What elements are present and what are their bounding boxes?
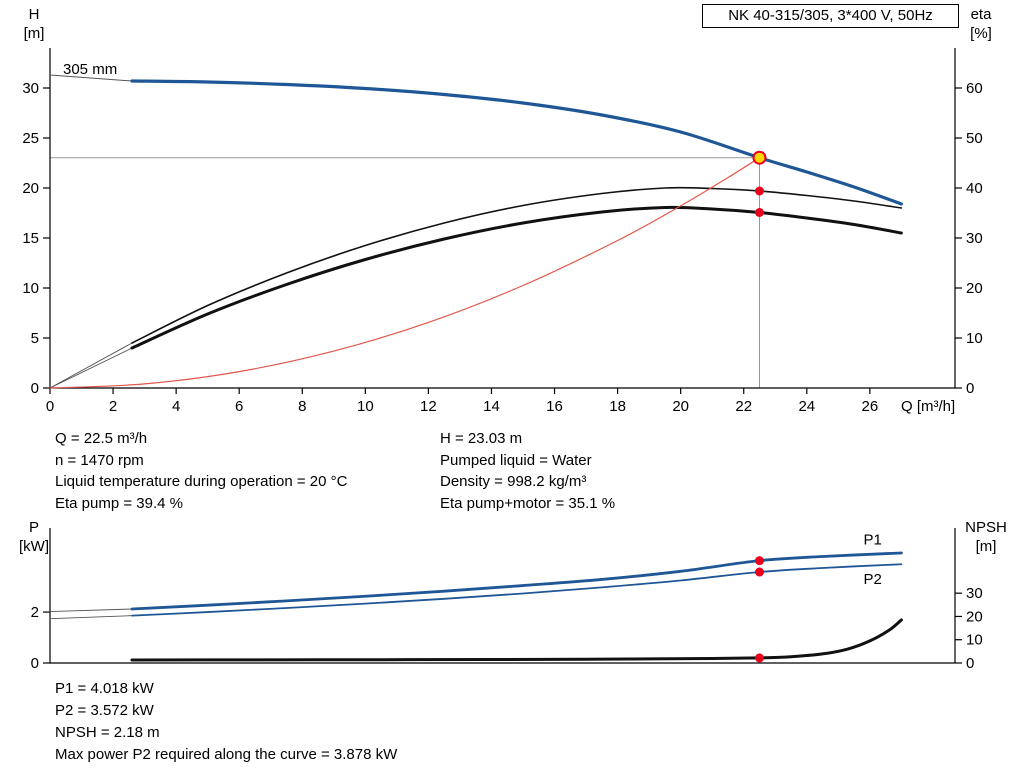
p1-curve — [130, 551, 903, 611]
y-left-tick-label: 5 — [31, 330, 39, 347]
duty-point[interactable] — [752, 150, 767, 165]
x-tick-label: 6 — [235, 398, 243, 415]
y-left-tick-label: 20 — [22, 180, 39, 197]
p-axis-title-symbol: P — [28, 519, 39, 536]
eta-pump-motor-curve — [130, 205, 903, 350]
y-left-tick-label: 0 — [31, 380, 39, 397]
eta-axis-title: eta [%] — [958, 5, 1004, 43]
p-axis-title-unit: [kW] — [19, 538, 49, 555]
info-head: H = 23.03 m — [440, 430, 523, 447]
npsh-axis-title-symbol: NPSH — [965, 519, 1007, 536]
eta-axis-title-symbol: eta — [970, 6, 992, 23]
npsh-point — [754, 653, 764, 663]
pump-designation-box: NK 40-315/305, 3*400 V, 50Hz — [702, 4, 959, 28]
info-eta-pump-motor: Eta pump+motor = 35.1 % — [440, 494, 616, 512]
info-flow: Q = 22.5 m³/h — [55, 430, 148, 447]
y-right-tick-label: 50 — [966, 130, 983, 147]
qh-curve-305mm — [130, 79, 903, 206]
y-left-tick-label: 2 — [31, 604, 39, 621]
p2-curve-extension — [49, 615, 133, 620]
info-npsh: NPSH = 2.18 m — [55, 724, 160, 741]
p-axis-title: P [kW] — [8, 518, 60, 556]
x-tick-label: 20 — [672, 398, 689, 415]
x-tick-label: 0 — [46, 398, 54, 415]
y-right-tick-label: 10 — [966, 330, 983, 347]
operating-point-info-right: H = 23.03 m Pumped liquid = Water Densit… — [440, 428, 615, 514]
info-p1: P1 = 4.018 kW — [55, 680, 154, 697]
x-tick-label: 4 — [172, 398, 180, 415]
power-npsh-info: P1 = 4.018 kW P2 = 3.572 kW NPSH = 2.18 … — [55, 678, 397, 766]
q-axis-title: Q [m³/h] — [901, 398, 956, 415]
y-right-tick-label: 20 — [966, 608, 983, 625]
p2-point — [754, 567, 764, 577]
p1-point — [754, 556, 764, 566]
info-speed: n = 1470 rpm — [55, 451, 144, 469]
y-left-tick-label: 15 — [22, 230, 39, 247]
y-right-tick-label: 40 — [966, 180, 983, 197]
npsh-axis-title-unit: [m] — [975, 538, 997, 555]
x-tick-label: 14 — [483, 398, 500, 415]
y-right-tick-label: 30 — [966, 585, 983, 602]
npsh-curve — [130, 618, 903, 662]
y-left-tick-label: 25 — [22, 130, 39, 147]
p1-curve-label: P1 — [864, 532, 882, 549]
h-axis-title-unit: [m] — [23, 25, 45, 42]
x-tick-label: 22 — [735, 398, 752, 415]
x-tick-label: 26 — [862, 398, 879, 415]
impeller-size-label: 305 mm — [63, 61, 118, 78]
x-tick-label: 8 — [298, 398, 306, 415]
x-tick-label: 2 — [109, 398, 117, 415]
h-axis-title-symbol: H — [28, 6, 40, 23]
y-right-tick-label: 10 — [966, 632, 983, 649]
eta-pump-motor-extension — [49, 347, 133, 389]
x-tick-label: 12 — [420, 398, 437, 415]
system-curve — [49, 157, 761, 389]
x-tick-label: 24 — [798, 398, 815, 415]
operating-point-info-left: Q = 22.5 m³/h n = 1470 rpm Liquid temper… — [55, 428, 347, 514]
info-eta-pump: Eta pump = 39.4 % — [55, 494, 183, 512]
info-pumped-liquid: Pumped liquid = Water — [440, 451, 592, 469]
eta-pump-motor-point — [754, 208, 764, 217]
p2-curve — [131, 563, 903, 617]
info-p2: P2 = 3.572 kW — [55, 702, 154, 719]
y-right-tick-label: 0 — [966, 380, 974, 397]
y-right-tick-label: 0 — [966, 655, 974, 672]
npsh-axis-title: NPSH [m] — [958, 518, 1014, 556]
h-axis-title: H [m] — [12, 5, 56, 43]
y-right-tick-label: 20 — [966, 280, 983, 297]
y-right-tick-label: 30 — [966, 230, 983, 247]
info-density: Density = 998.2 kg/m³ — [440, 473, 587, 490]
y-right-tick-label: 60 — [966, 80, 983, 97]
y-left-tick-label: 30 — [22, 80, 39, 97]
qh-curve-extension — [49, 74, 133, 82]
x-tick-label: 10 — [357, 398, 374, 415]
eta-pump-curve — [131, 186, 903, 344]
eta-pump-point — [754, 186, 764, 196]
eta-pump-extension — [49, 342, 133, 389]
info-max-power: Max power P2 required along the curve = … — [55, 746, 398, 763]
y-left-tick-label: 10 — [22, 280, 39, 297]
x-tick-label: 18 — [609, 398, 626, 415]
p2-curve-label: P2 — [864, 571, 882, 588]
y-left-tick-label: 0 — [31, 655, 39, 672]
eta-axis-title-unit: [%] — [970, 25, 992, 42]
x-tick-label: 16 — [546, 398, 563, 415]
info-liquid-temperature: Liquid temperature during operation = 20… — [55, 473, 348, 490]
p1-curve-extension — [49, 608, 133, 612]
